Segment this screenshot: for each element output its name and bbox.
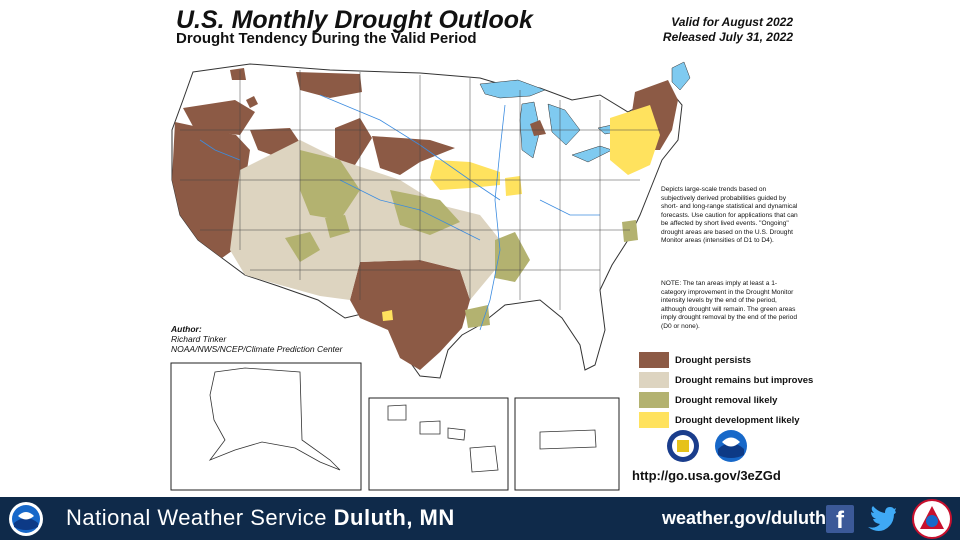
newmexico-removal [325,215,350,238]
twitter-icon[interactable] [866,505,896,533]
description-text: Depicts large-scale trends based on subj… [661,186,798,244]
puerto-rico-inset [514,397,620,491]
footer-org-name: National Weather Service [66,505,328,530]
author-block: Author: Richard Tinker NOAA/NWS/NCEP/Cli… [171,324,342,354]
map-title: U.S. Monthly Drought Outlook [176,6,533,34]
released-date: Released July 31, 2022 [662,30,793,44]
footer-office: Duluth, MN [333,505,455,530]
hawaii-islands [387,404,499,473]
texas-persist [350,260,470,370]
nws-seal-icon [912,499,952,539]
author-name: Richard Tinker [171,334,227,344]
drought-outlook-map [170,61,691,491]
facebook-icon[interactable]: f [826,505,854,533]
legend-swatch [639,372,669,388]
midwest-development [430,160,500,190]
rockies-removal [300,150,360,220]
valid-date: Valid for August 2022 [671,15,793,29]
montana-persist [296,72,362,98]
footer-bar: National Weather Service Duluth, MN weat… [0,497,960,540]
development-areas [382,105,660,321]
legend-item-development: Drought development likely [639,410,813,430]
oregon-persist [183,100,255,135]
lake-huron [547,103,581,146]
legend-swatch [639,412,669,428]
legend-item-removal: Drought removal likely [639,390,813,410]
gulf-removal [465,305,490,328]
note-text: NOTE: The tan areas imply at least a 1-c… [661,280,797,330]
lake-superior [479,79,546,99]
legend-swatch [639,352,669,368]
footer-org: National Weather Service Duluth, MN [66,505,455,531]
legend-label: Drought remains but improves [675,374,814,386]
nebraska-persist [372,136,455,175]
legend: Drought persists Drought remains but imp… [639,350,813,430]
author-heading: Author: [171,324,202,334]
legend-label: Drought persists [675,354,752,366]
noaa-logo-icon [9,502,43,536]
legend-item-persists: Drought persists [639,350,813,370]
state-boundaries [180,70,660,310]
doc-seal-icon [667,430,699,462]
texas-development [382,310,393,321]
arizona-removal [285,232,320,262]
legend-label: Drought removal likely [675,394,778,406]
illinois-development [505,176,522,196]
alaska-outline [208,367,341,471]
carolinas-removal [622,220,638,242]
map-subtitle: Drought Tendency During the Valid Period [176,30,477,47]
noaa-logo-icon [715,430,747,462]
legend-swatch [639,392,669,408]
mississippi-removal [495,232,530,282]
legend-item-improves: Drought remains but improves [639,370,813,390]
legend-label: Drought development likely [675,414,800,426]
northeast-development [610,105,660,175]
agency-logos [666,429,748,463]
northern-lakes [671,61,691,91]
author-org: NOAA/NWS/NCEP/Climate Prediction Center [171,344,343,354]
valid-period: Valid for August 2022 Released July 31, … [663,15,793,45]
removal-areas [285,150,638,446]
footer-website[interactable]: weather.gov/duluth [662,508,827,528]
puerto-rico-outline [539,429,597,450]
outlook-url[interactable]: http://go.usa.gov/3eZGd [632,468,781,483]
